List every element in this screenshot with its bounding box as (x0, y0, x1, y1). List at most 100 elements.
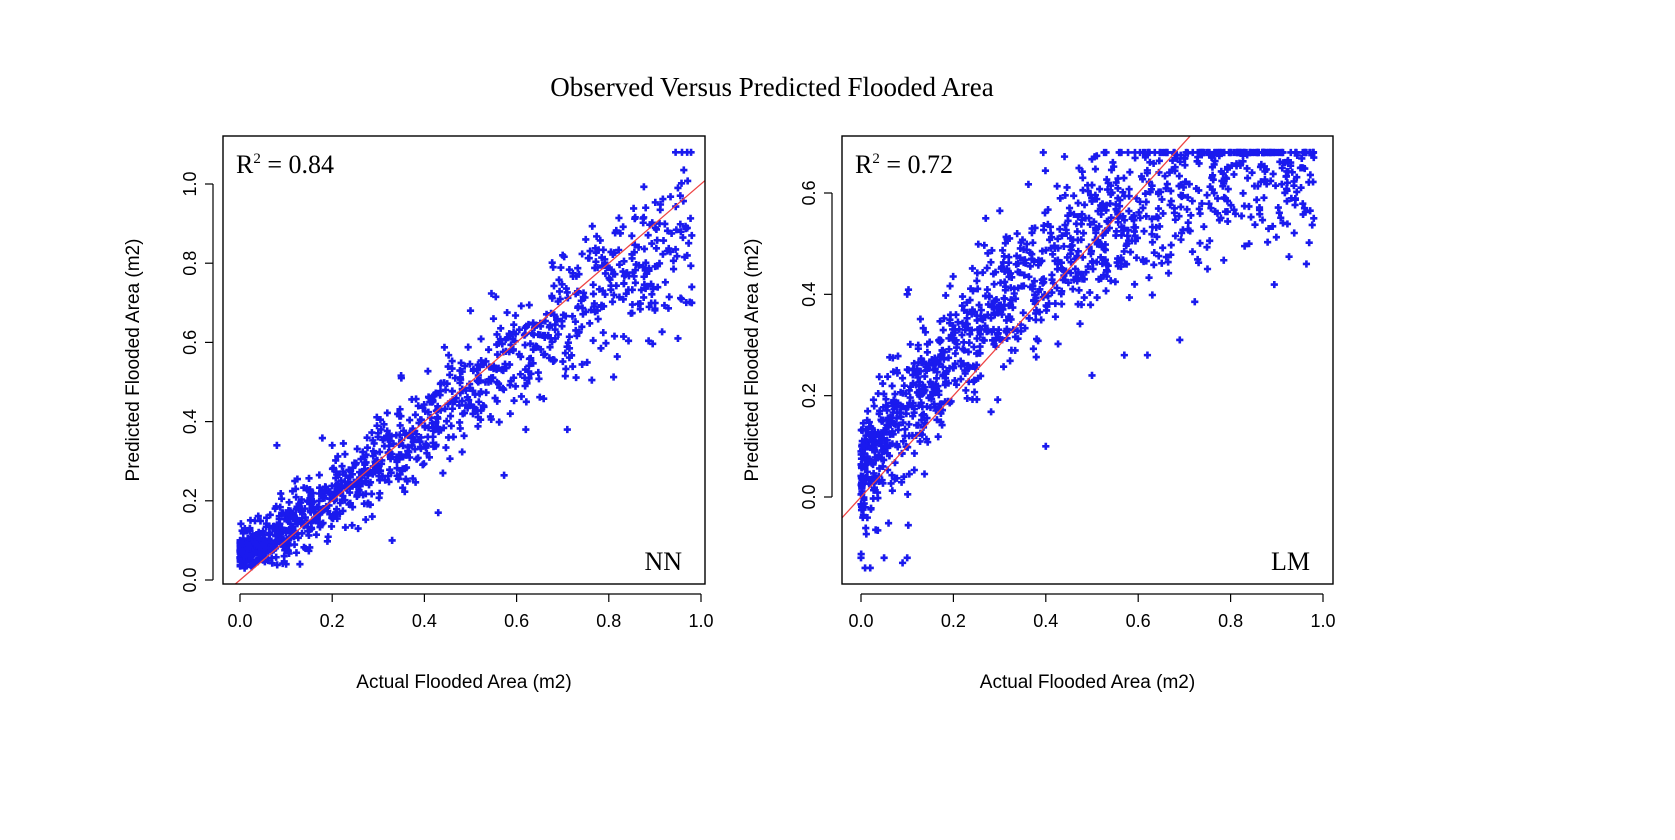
scatter-point (1220, 256, 1228, 264)
scatter-point (1109, 158, 1117, 167)
scatter-point (524, 368, 533, 376)
scatter-point (1247, 213, 1255, 221)
x-tick-label: 0.6 (1126, 611, 1151, 631)
scatter-point (339, 507, 347, 515)
scatter-point (1077, 236, 1085, 244)
scatter-point (1206, 183, 1214, 191)
scatter-point (339, 439, 347, 448)
scatter-point (867, 504, 875, 512)
scatter-point (1264, 238, 1272, 246)
scatter-point (935, 336, 943, 344)
scatter-point (1056, 225, 1064, 233)
scatter-point (1021, 324, 1029, 332)
scatter-point (475, 398, 483, 406)
scatter-point (1287, 159, 1295, 167)
scatter-point (497, 324, 505, 332)
scatter-point (983, 286, 991, 294)
scatter-point (1080, 293, 1088, 302)
scatter-point (1256, 210, 1264, 218)
scatter-point (1028, 229, 1036, 237)
scatter-point (553, 316, 561, 324)
scatter-point (384, 472, 392, 480)
scatter-point (376, 416, 385, 424)
scatter-point (870, 486, 878, 494)
scatter-point (966, 330, 974, 338)
scatter-point (1167, 251, 1175, 259)
scatter-point (350, 459, 359, 467)
scatter-point (1073, 252, 1081, 260)
scatter-point (672, 226, 680, 234)
scatter-point (1261, 175, 1269, 184)
scatter-point (958, 319, 967, 327)
scatter-point (477, 406, 485, 415)
scatter-point (1030, 277, 1039, 285)
scatter-point (522, 425, 530, 434)
scatter-point (273, 561, 281, 569)
scatter-point (1098, 260, 1106, 268)
scatter-point (629, 268, 637, 277)
scatter-point (667, 229, 676, 238)
scatter-point (525, 301, 533, 309)
scatter-point (1214, 194, 1222, 203)
scatter-point (354, 524, 362, 533)
scatter-point (1170, 209, 1179, 217)
scatter-point (1208, 153, 1216, 162)
scatter-point (957, 375, 965, 383)
scatter-point (1086, 288, 1094, 297)
scatter-point (1026, 262, 1034, 270)
scatter-point (1011, 333, 1019, 341)
scatter-point (1148, 238, 1157, 246)
scatter-point (318, 434, 326, 442)
scatter-point (1086, 301, 1095, 309)
scatter-point (1120, 216, 1129, 224)
scatter-point (979, 336, 987, 344)
scatter-point (536, 331, 544, 339)
scatter-point (535, 375, 543, 383)
scatter-point (859, 419, 867, 427)
scatter-point (284, 506, 293, 515)
scatter-point (615, 293, 624, 301)
scatter-point (1017, 238, 1025, 247)
scatter-point (983, 264, 991, 272)
scatter-point (1120, 174, 1128, 182)
scatter-point (540, 395, 548, 403)
scatter-point (857, 503, 866, 511)
scatter-point (545, 354, 553, 362)
y-tick-label: 0.8 (180, 251, 200, 276)
scatter-point (1032, 309, 1040, 318)
scatter-point (1142, 198, 1150, 206)
scatter-point (949, 272, 957, 281)
scatter-point (1291, 148, 1300, 157)
scatter-point (1080, 275, 1088, 283)
scatter-point (1159, 209, 1167, 218)
scatter-point (610, 373, 618, 381)
scatter-point (1198, 151, 1206, 159)
scatter-point (1036, 308, 1044, 316)
scatter-point (1070, 192, 1078, 200)
fit-line (234, 179, 705, 584)
scatter-point (1091, 165, 1100, 173)
scatter-point (1025, 314, 1033, 322)
scatter-point (665, 293, 673, 301)
scatter-point (509, 345, 517, 353)
scatter-point (1270, 280, 1278, 289)
scatter-point (949, 336, 957, 344)
scatter-point (386, 466, 394, 474)
scatter-point (897, 403, 905, 411)
scatter-point (1067, 269, 1075, 277)
scatter-point (903, 366, 911, 374)
scatter-point (1283, 179, 1291, 187)
scatter-point (1179, 226, 1187, 234)
scatter-point (683, 148, 691, 156)
scatter-point (415, 419, 423, 427)
scatter-point (380, 420, 388, 428)
scatter-point (1121, 260, 1129, 268)
scatter-point (963, 298, 971, 307)
scatter-point (904, 490, 912, 498)
scatter-point (503, 308, 511, 317)
scatter-point (974, 240, 982, 248)
scatter-point (1038, 247, 1046, 255)
scatter-point (500, 386, 508, 394)
scatter-point (1196, 239, 1204, 247)
scatter-point (682, 225, 690, 233)
